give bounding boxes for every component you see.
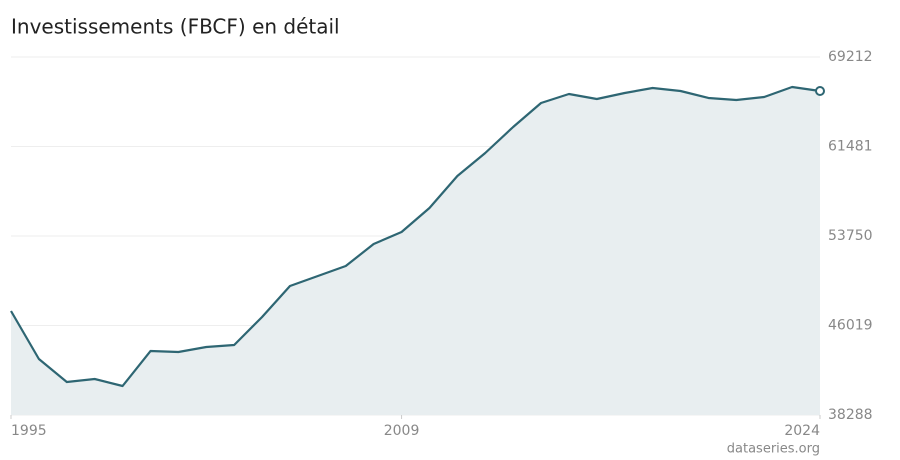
y-tick-label: 53750 [828,228,873,244]
y-tick-label: 61481 [828,139,873,155]
area [11,87,820,415]
last-point [815,86,825,97]
y-tick-label: 46019 [828,318,873,334]
chart-title: Investissements (FBCF) en détail [11,15,340,39]
line [10,85,821,388]
x-tick-label: 2024 [784,423,820,439]
x-tick-label: 2009 [384,423,420,439]
y-tick-label: 38288 [828,407,873,423]
x-tick-label: 1995 [11,423,47,439]
y-tick-label: 69212 [828,49,873,65]
source: dataseries.org [727,442,820,457]
